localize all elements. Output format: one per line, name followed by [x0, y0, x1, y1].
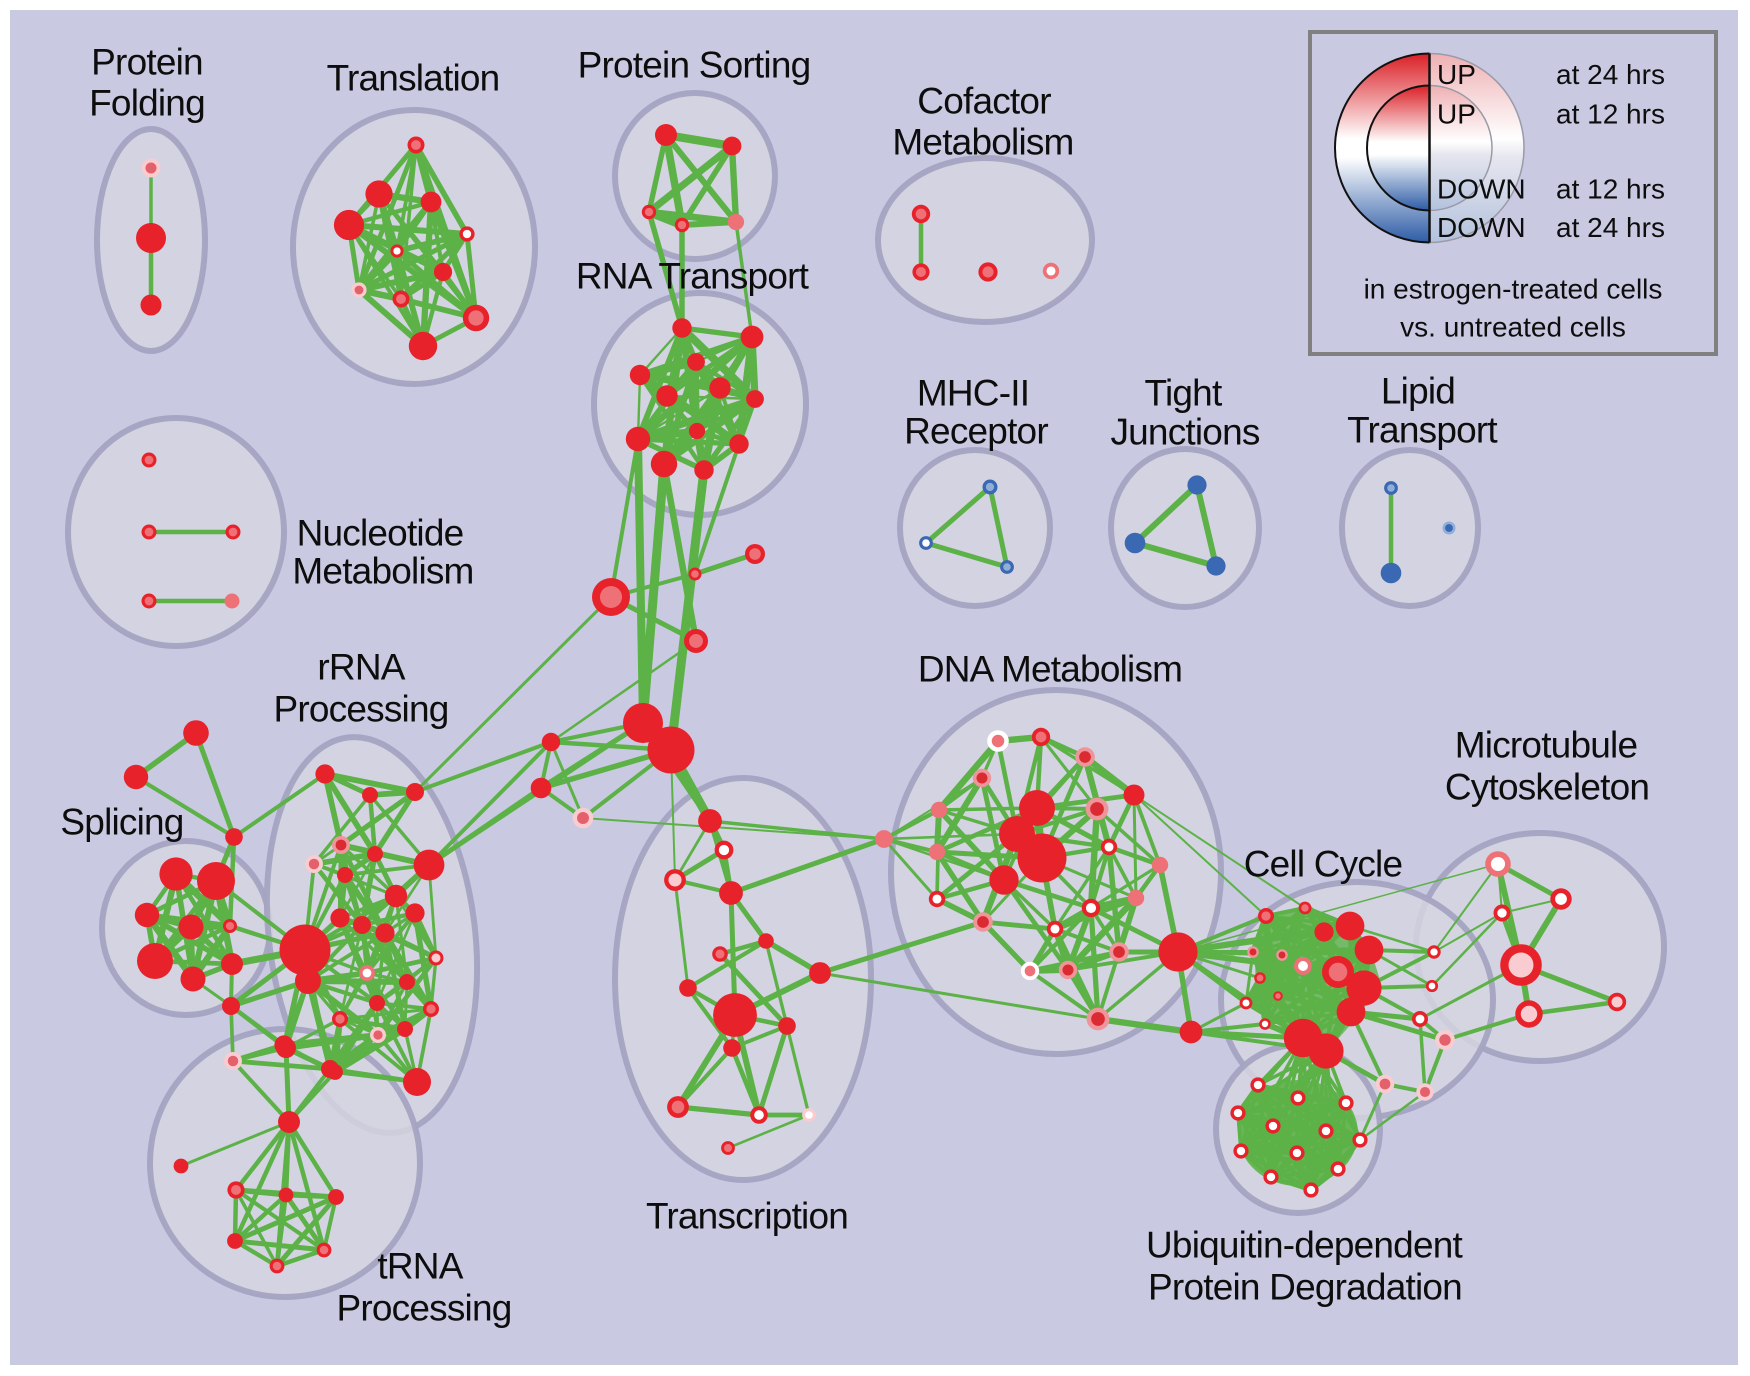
svg-text:Ubiquitin-dependent: Ubiquitin-dependent	[1146, 1225, 1464, 1266]
svg-text:Receptor: Receptor	[904, 411, 1048, 452]
svg-text:at 24 hrs: at 24 hrs	[1556, 212, 1665, 243]
svg-text:in estrogen-treated cells: in estrogen-treated cells	[1364, 274, 1663, 305]
svg-text:at 12 hrs: at 12 hrs	[1556, 174, 1665, 205]
svg-text:MHC-II: MHC-II	[917, 373, 1029, 414]
svg-text:Protein: Protein	[91, 42, 203, 83]
svg-text:DOWN: DOWN	[1437, 212, 1526, 243]
svg-text:DNA Metabolism: DNA Metabolism	[918, 649, 1182, 690]
svg-text:Nucleotide: Nucleotide	[297, 513, 464, 554]
svg-text:Transcription: Transcription	[646, 1196, 848, 1237]
svg-text:at 12 hrs: at 12 hrs	[1556, 99, 1665, 130]
svg-text:DOWN: DOWN	[1437, 174, 1526, 205]
svg-text:Cofactor: Cofactor	[917, 81, 1051, 122]
svg-text:at 24 hrs: at 24 hrs	[1556, 59, 1665, 90]
svg-text:Microtubule: Microtubule	[1455, 725, 1637, 766]
svg-text:Metabolism: Metabolism	[892, 122, 1073, 163]
svg-text:Protein Sorting: Protein Sorting	[578, 45, 811, 86]
svg-text:Metabolism: Metabolism	[292, 551, 473, 592]
svg-text:Transport: Transport	[1347, 410, 1498, 451]
svg-text:UP: UP	[1437, 99, 1476, 130]
svg-text:Cell Cycle: Cell Cycle	[1244, 844, 1403, 885]
svg-text:Processing: Processing	[273, 689, 448, 730]
svg-text:Protein Degradation: Protein Degradation	[1148, 1267, 1462, 1308]
svg-text:Folding: Folding	[89, 83, 205, 124]
svg-text:RNA Transport: RNA Transport	[576, 256, 810, 297]
svg-text:vs. untreated cells: vs. untreated cells	[1400, 312, 1626, 343]
svg-text:Tight: Tight	[1145, 373, 1223, 414]
svg-text:Junctions: Junctions	[1110, 412, 1259, 453]
svg-text:Cytoskeleton: Cytoskeleton	[1445, 767, 1649, 808]
svg-text:tRNA: tRNA	[377, 1246, 463, 1287]
svg-text:Processing: Processing	[336, 1288, 511, 1329]
svg-text:UP: UP	[1437, 59, 1476, 90]
svg-text:rRNA: rRNA	[317, 647, 405, 688]
svg-text:Lipid: Lipid	[1381, 371, 1455, 412]
svg-text:Splicing: Splicing	[60, 802, 183, 843]
svg-text:Translation: Translation	[327, 58, 500, 99]
